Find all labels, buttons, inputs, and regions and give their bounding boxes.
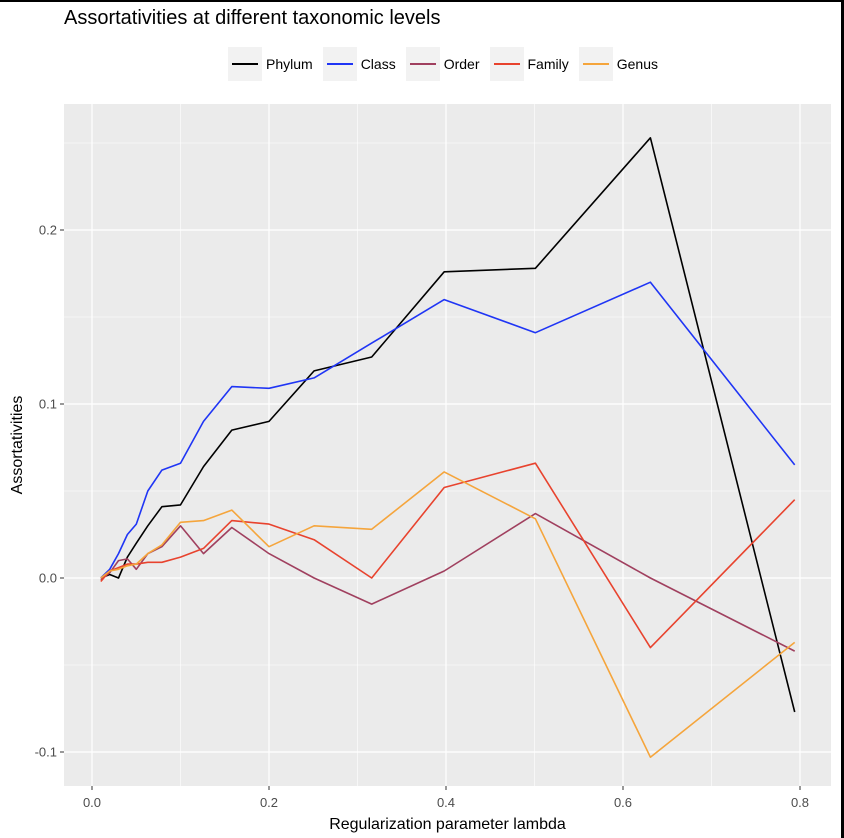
legend-label: Phylum [266,56,313,72]
legend-swatch [409,63,436,65]
legend-swatch [326,63,353,65]
legend-key [322,47,357,81]
legend-item-genus: Genus [578,47,658,81]
y-tick-label: 0.1 [39,397,57,412]
legend-swatch [493,63,520,65]
plot-panel [64,104,831,786]
series-line-order [100,512,796,652]
legend-key [578,47,613,81]
legend: Phylum Class Order Family Genus [228,47,668,81]
chart-title: Assortativities at different taxonomic l… [64,7,441,29]
series-line-family [100,462,796,649]
series-line-phylum [100,137,796,713]
legend-key [228,47,262,81]
legend-item-class: Class [322,47,396,81]
legend-item-family: Family [489,47,569,81]
x-tick-label: 0.6 [614,795,632,810]
x-axis-title: Regularization parameter lambda [329,816,566,833]
legend-item-phylum: Phylum [228,47,313,81]
legend-key [489,47,524,81]
legend-key [405,47,440,81]
y-axis-title: Assortativities [9,396,26,495]
legend-label: Genus [616,56,658,72]
y-tick-label: -0.1 [35,745,57,760]
series-line-genus [100,471,796,759]
series-line-class [100,281,796,579]
y-tick-label: 0.0 [39,571,57,586]
x-tick-label: 0.0 [83,795,101,810]
legend-swatch [232,63,258,65]
legend-label: Order [443,56,480,72]
legend-item-order: Order [405,47,480,81]
x-tick-label: 0.8 [791,795,809,810]
x-tick-label: 0.2 [260,795,278,810]
legend-label: Family [527,56,569,72]
y-tick-label: 0.2 [39,223,57,238]
x-tick-label: 0.4 [437,795,455,810]
legend-label: Class [360,56,396,72]
legend-swatch [582,63,609,65]
